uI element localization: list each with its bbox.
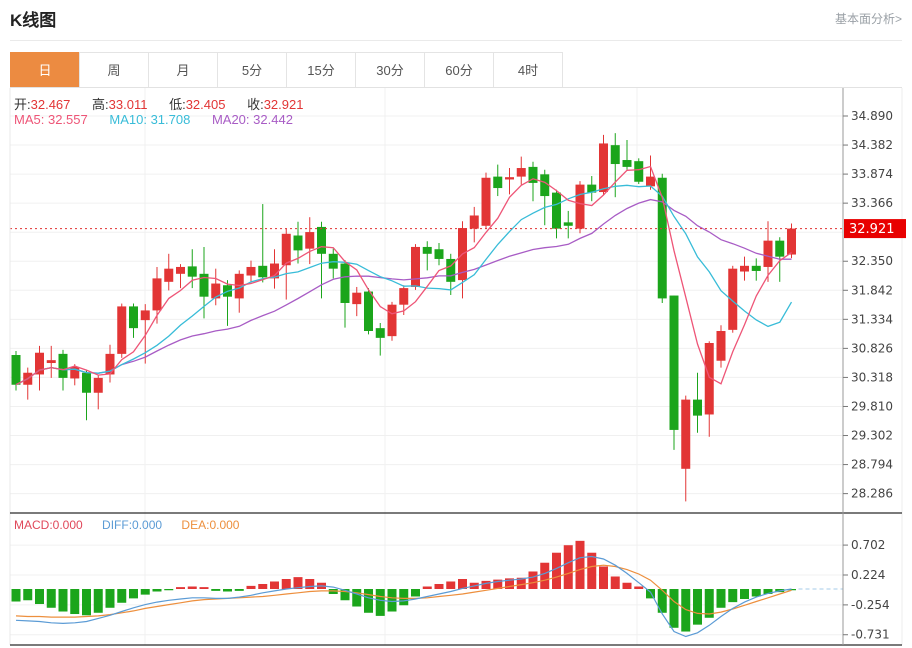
svg-text:30.826: 30.826	[851, 341, 893, 355]
tab-60min[interactable]: 60分	[424, 52, 494, 87]
dea-value-readout: DEA:0.000	[181, 518, 240, 532]
low-value: 32.405	[185, 97, 226, 112]
diff-value-readout: DIFF:0.000	[102, 518, 163, 532]
tab-4hour[interactable]: 4时	[493, 52, 563, 87]
svg-text:0.702: 0.702	[851, 538, 885, 552]
ma20-readout: MA20: 32.442	[211, 112, 293, 127]
svg-text:34.890: 34.890	[851, 109, 893, 123]
high-value: 33.011	[108, 97, 148, 112]
title-separator	[10, 40, 902, 41]
svg-text:30.318: 30.318	[851, 370, 893, 384]
svg-text:32.350: 32.350	[851, 254, 893, 268]
ohlc-readout: 开:32.467 高:33.011 低:32.405 收:32.921	[14, 94, 321, 113]
tab-month[interactable]: 月	[148, 52, 218, 87]
macd-readout: MACD:0.000 DIFF:0.000 DEA:0.000	[14, 518, 255, 532]
low-label: 低:	[169, 97, 186, 112]
svg-text:33.366: 33.366	[851, 196, 893, 210]
svg-text:0.224: 0.224	[851, 568, 885, 582]
tab-week[interactable]: 周	[79, 52, 149, 87]
svg-text:-0.731: -0.731	[851, 628, 890, 642]
tab-day[interactable]: 日	[10, 52, 80, 87]
high-label: 高:	[92, 97, 109, 112]
svg-text:31.334: 31.334	[851, 312, 893, 326]
ma-readout: MA5: 32.557 MA10: 31.708 MA20: 32.442	[14, 112, 311, 127]
ma5-readout: MA5: 32.557	[14, 112, 88, 127]
svg-text:34.382: 34.382	[851, 138, 893, 152]
fundamental-analysis-link[interactable]: 基本面分析>	[834, 12, 902, 26]
open-value: 32.467	[30, 97, 71, 112]
svg-text:28.286: 28.286	[851, 487, 893, 501]
close-label: 收:	[247, 97, 264, 112]
svg-text:29.810: 29.810	[851, 399, 893, 413]
macd-value-readout: MACD:0.000	[14, 518, 83, 532]
open-label: 开:	[14, 97, 31, 112]
svg-text:28.794: 28.794	[851, 458, 893, 472]
svg-text:-0.254: -0.254	[851, 598, 890, 612]
svg-text:31.842: 31.842	[851, 283, 893, 297]
svg-text:33.874: 33.874	[851, 167, 893, 181]
ma10-readout: MA10: 31.708	[109, 112, 191, 127]
interval-tabbar: 日 周 月 5分 15分 30分 60分 4时	[10, 52, 902, 88]
svg-text:32.921: 32.921	[849, 222, 895, 237]
tab-30min[interactable]: 30分	[355, 52, 425, 87]
page-title: K线图	[10, 11, 57, 30]
svg-text:29.302: 29.302	[851, 429, 893, 443]
close-value: 32.921	[263, 97, 304, 112]
